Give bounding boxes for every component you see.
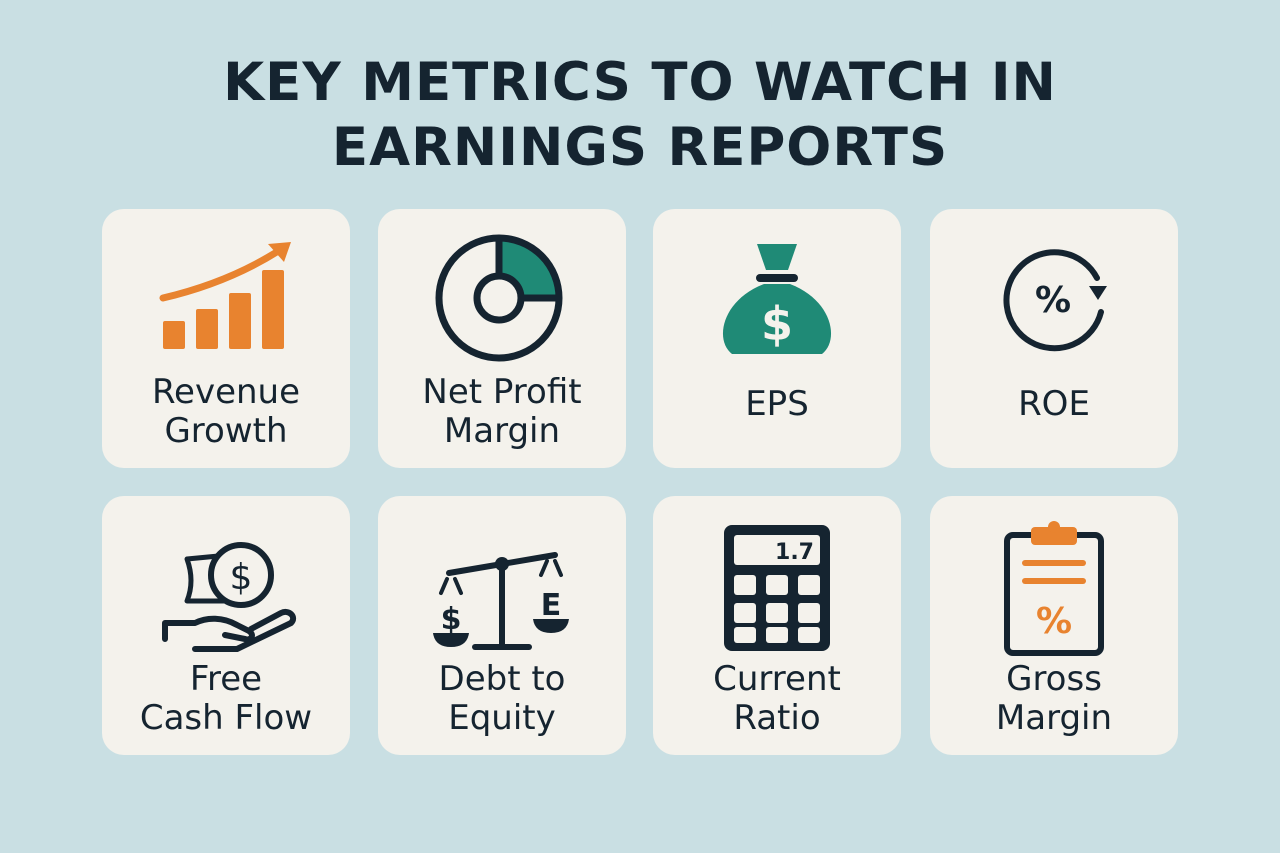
donut-chart-icon	[378, 225, 626, 375]
metric-label: Free Cash Flow	[139, 659, 313, 738]
scale-left-label: $	[441, 602, 462, 637]
scale-right-label: E	[541, 588, 562, 623]
svg-text:$: $	[230, 557, 253, 598]
metric-card-net-profit-margin: Net Profit Margin	[378, 209, 626, 468]
metric-card-free-cash-flow: $ Free Cash Flow	[102, 496, 350, 755]
clipboard-percent-icon: %	[930, 512, 1178, 662]
calculator-icon: 1.7	[653, 512, 901, 662]
title-line-1: KEY METRICS TO WATCH IN	[223, 52, 1057, 113]
metric-card-revenue-growth: Revenue Growth	[102, 209, 350, 468]
metric-label: Current Ratio	[713, 659, 841, 738]
money-bag-icon: $	[653, 225, 901, 375]
metric-card-debt-to-equity: $ E Debt to Equity	[378, 496, 626, 755]
metric-label: ROE	[1018, 384, 1090, 424]
svg-text:%: %	[1036, 601, 1072, 642]
percent-cycle-icon: %	[930, 225, 1178, 375]
metric-label: Debt to Equity	[438, 659, 566, 738]
metric-label: Gross Margin	[995, 659, 1113, 738]
metric-card-current-ratio: 1.7 Current Ratio	[653, 496, 901, 755]
metric-card-eps: $ EPS	[653, 209, 901, 468]
metric-card-roe: % ROE	[930, 209, 1178, 468]
metric-label: EPS	[745, 384, 809, 424]
hand-coin-icon: $	[102, 512, 350, 662]
metric-label: Revenue Growth	[151, 372, 301, 451]
metric-label: Net Profit Margin	[422, 372, 582, 451]
page-title: KEY METRICS TO WATCH IN EARNINGS REPORTS	[0, 50, 1280, 180]
svg-text:$: $	[761, 297, 793, 351]
bar-chart-up-arrow-icon	[102, 225, 350, 375]
title-line-2: EARNINGS REPORTS	[331, 117, 949, 178]
svg-text:%: %	[1035, 280, 1071, 321]
balance-scale-icon: $ E	[378, 512, 626, 662]
metric-card-gross-margin: % Gross Margin	[930, 496, 1178, 755]
calculator-display: 1.7	[775, 540, 814, 565]
